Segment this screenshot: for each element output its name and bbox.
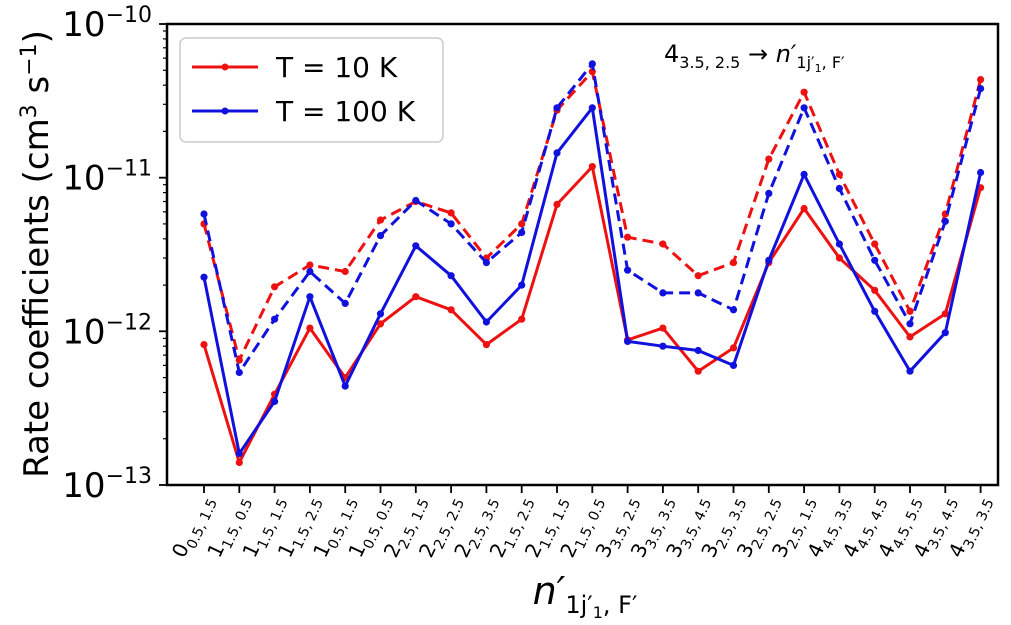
data-point-10k-dashed-19	[871, 240, 879, 248]
y-tick-label: 10−11	[62, 157, 152, 199]
data-point-100k-dashed-4	[341, 299, 349, 307]
data-point-100k-dashed-10	[553, 104, 561, 112]
data-point-100k-dashed-14	[694, 289, 702, 297]
data-point-100k-dashed-5	[376, 232, 385, 240]
data-point-10k-dashed-4	[341, 267, 349, 276]
data-point-100k-dashed-15	[729, 306, 738, 314]
data-point-10k-dashed-7	[447, 209, 455, 217]
data-point-100k-dashed-22	[977, 85, 985, 93]
data-point-100k-dashed-17	[800, 104, 808, 112]
data-point-10k-solid-14	[694, 367, 702, 375]
data-point-10k-solid-7	[447, 306, 455, 314]
data-point-100k-solid-20	[906, 367, 914, 375]
data-point-10k-solid-0	[200, 341, 208, 349]
data-point-10k-dashed-2	[271, 283, 279, 291]
data-point-10k-solid-18	[835, 254, 844, 262]
legend-label-100k: T = 100 K	[275, 95, 416, 128]
data-point-100k-solid-16	[765, 256, 773, 264]
data-point-10k-dashed-15	[729, 259, 738, 267]
data-point-10k-dashed-20	[906, 307, 914, 315]
data-point-100k-dashed-6	[412, 196, 420, 205]
data-point-10k-dashed-14	[694, 272, 702, 280]
data-point-10k-dashed-9	[518, 220, 526, 228]
data-point-10k-solid-10	[553, 200, 561, 208]
data-point-100k-dashed-9	[518, 228, 526, 237]
data-point-100k-dashed-11	[588, 60, 596, 68]
data-point-100k-dashed-19	[871, 256, 879, 264]
data-point-100k-solid-0	[200, 273, 208, 281]
data-point-10k-dashed-17	[800, 88, 808, 96]
y-axis-label: Rate coefficients (cm3 s−1)	[17, 30, 57, 478]
data-point-10k-solid-13	[659, 324, 667, 332]
data-point-100k-dashed-16	[765, 189, 773, 197]
data-point-10k-solid-9	[518, 315, 526, 323]
data-point-10k-solid-17	[800, 204, 808, 213]
data-point-10k-solid-21	[941, 310, 949, 318]
data-point-100k-dashed-1	[235, 368, 243, 377]
legend: T = 10 K T = 100 K	[179, 37, 444, 143]
y-tick-label: 10−12	[62, 310, 152, 352]
data-point-10k-dashed-1	[235, 356, 243, 364]
data-point-10k-solid-8	[482, 341, 490, 349]
data-point-100k-solid-13	[659, 342, 667, 350]
data-point-100k-solid-6	[412, 242, 420, 250]
data-point-100k-solid-2	[271, 397, 279, 405]
data-point-100k-dashed-8	[482, 259, 490, 267]
legend-label-10k: T = 10 K	[275, 51, 398, 84]
series-layer	[200, 60, 985, 467]
data-point-100k-solid-3	[306, 293, 314, 301]
data-point-100k-dashed-7	[447, 220, 455, 228]
data-point-100k-solid-9	[518, 281, 526, 289]
data-point-100k-solid-1	[235, 450, 243, 458]
data-point-100k-dashed-12	[624, 266, 632, 274]
data-point-100k-solid-22	[977, 168, 985, 177]
data-point-10k-dashed-22	[977, 76, 985, 84]
data-point-100k-solid-12	[624, 337, 632, 345]
y-tick-label: 10−13	[62, 464, 152, 506]
data-point-100k-solid-14	[694, 346, 702, 355]
data-point-10k-dashed-18	[835, 170, 844, 178]
data-point-10k-dashed-5	[376, 216, 385, 224]
data-point-100k-solid-10	[553, 149, 561, 157]
data-point-100k-dashed-0	[200, 210, 208, 218]
data-point-100k-solid-11	[588, 104, 596, 112]
data-point-100k-solid-17	[800, 170, 808, 178]
data-point-100k-dashed-21	[941, 217, 949, 225]
y-axis: 10−13 10−12 10−11 10−10	[62, 3, 167, 506]
data-point-100k-solid-8	[482, 318, 490, 326]
data-point-100k-solid-15	[729, 361, 738, 369]
data-point-100k-solid-4	[341, 382, 349, 390]
data-point-10k-dashed-3	[306, 261, 314, 269]
data-point-100k-dashed-2	[271, 315, 279, 323]
legend-box	[179, 37, 444, 143]
x-axis-label: n′1j′1, F′	[533, 569, 638, 621]
data-point-100k-solid-7	[447, 272, 455, 280]
data-point-100k-solid-18	[835, 240, 844, 248]
legend-marker-10k	[221, 63, 229, 71]
data-point-10k-solid-19	[871, 286, 879, 294]
data-point-100k-solid-5	[376, 310, 385, 318]
data-point-100k-dashed-13	[659, 289, 667, 297]
data-point-100k-dashed-3	[306, 267, 314, 276]
data-point-10k-solid-20	[906, 333, 914, 341]
data-point-10k-solid-3	[306, 324, 314, 332]
legend-marker-100k	[221, 107, 229, 115]
data-point-10k-dashed-12	[624, 233, 632, 241]
data-point-100k-dashed-18	[835, 184, 844, 193]
y-tick-label: 10−10	[62, 3, 152, 45]
data-point-100k-solid-19	[871, 307, 879, 315]
data-point-10k-solid-5	[376, 320, 385, 328]
data-point-10k-dashed-16	[765, 155, 773, 163]
data-point-10k-dashed-13	[659, 240, 667, 248]
data-point-10k-solid-6	[412, 293, 420, 301]
data-point-100k-dashed-20	[906, 320, 914, 328]
data-point-10k-solid-15	[729, 344, 738, 352]
data-point-10k-solid-11	[588, 163, 596, 171]
plot-frame	[165, 22, 1000, 487]
transition-annotation: 43.5, 2.5 → n′1j′1, F′	[664, 40, 845, 75]
data-point-100k-solid-21	[941, 329, 949, 337]
data-point-10k-solid-1	[235, 458, 243, 467]
